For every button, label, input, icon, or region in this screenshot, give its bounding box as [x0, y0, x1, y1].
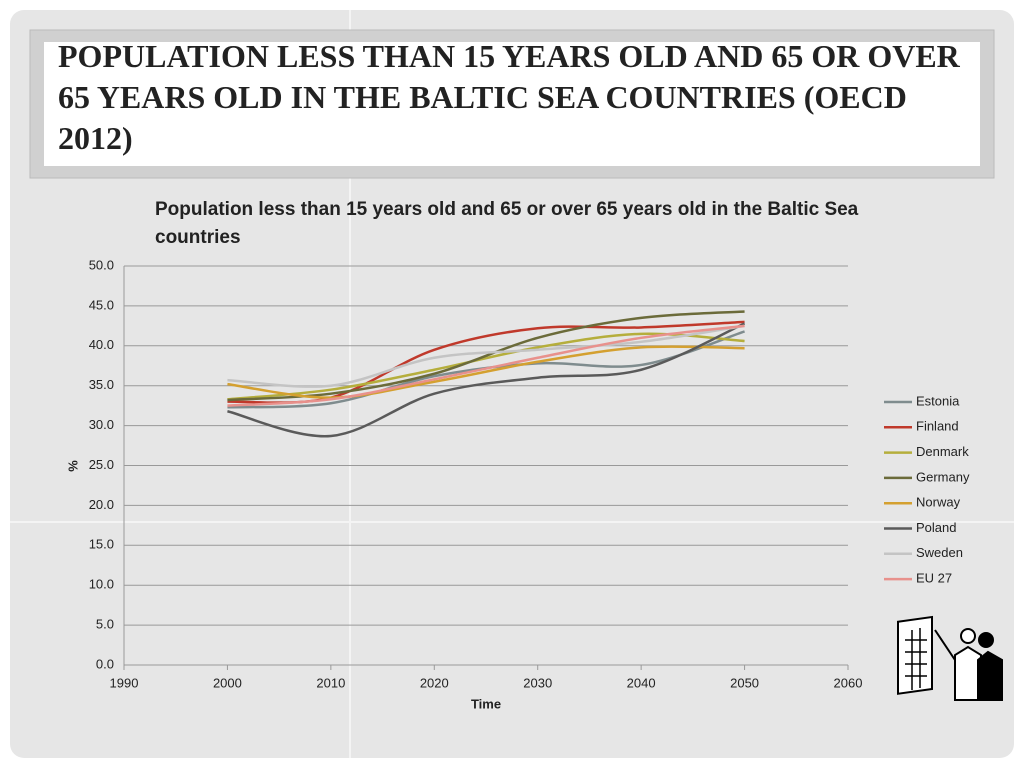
- x-tick-label: 2040: [627, 675, 656, 690]
- chart-title: Population less than 15 years old and 65…: [155, 199, 859, 248]
- slide-title: POPULATION LESS THAN 15 YEARS OLD AND 65…: [58, 38, 960, 156]
- y-tick-label: 50.0: [89, 257, 114, 272]
- y-tick-label: 5.0: [96, 617, 114, 632]
- series-line: [227, 324, 745, 407]
- title-box: [44, 42, 980, 166]
- y-tick-label: 0.0: [96, 656, 114, 671]
- y-tick-label: 30.0: [89, 417, 114, 432]
- x-tick-label: 2030: [523, 675, 552, 690]
- x-tick-label: 2020: [420, 675, 449, 690]
- legend-label: Denmark: [916, 444, 969, 459]
- y-tick-label: 15.0: [89, 537, 114, 552]
- series-line: [227, 310, 745, 402]
- legend-label: Estonia: [916, 393, 960, 408]
- legend-label: Sweden: [916, 545, 963, 560]
- y-tick-label: 25.0: [89, 457, 114, 472]
- y-tick-label: 35.0: [89, 377, 114, 392]
- series-line: [227, 322, 746, 438]
- legend-label: Poland: [916, 520, 956, 535]
- x-tick-label: 2000: [213, 675, 242, 690]
- y-tick-label: 40.0: [89, 337, 114, 352]
- series-line: [227, 324, 745, 388]
- y-tick-label: 20.0: [89, 497, 114, 512]
- icon: [897, 615, 1003, 701]
- x-tick-label: 2010: [316, 675, 345, 690]
- y-axis-label: %: [66, 460, 81, 472]
- slide-background: [10, 10, 1014, 758]
- x-tick-label: 1990: [110, 675, 139, 690]
- legend-label: Finland: [916, 419, 959, 434]
- x-tick-label: 2060: [834, 675, 863, 690]
- series-line: [227, 345, 745, 399]
- x-axis-label: Time: [471, 696, 501, 711]
- series-line: [227, 332, 745, 401]
- legend-label: Norway: [916, 495, 961, 510]
- legend-label: Germany: [916, 469, 970, 484]
- legend-label: EU 27: [916, 571, 952, 586]
- y-tick-label: 10.0: [89, 577, 114, 592]
- x-tick-label: 2050: [730, 675, 759, 690]
- y-tick-label: 45.0: [89, 297, 114, 312]
